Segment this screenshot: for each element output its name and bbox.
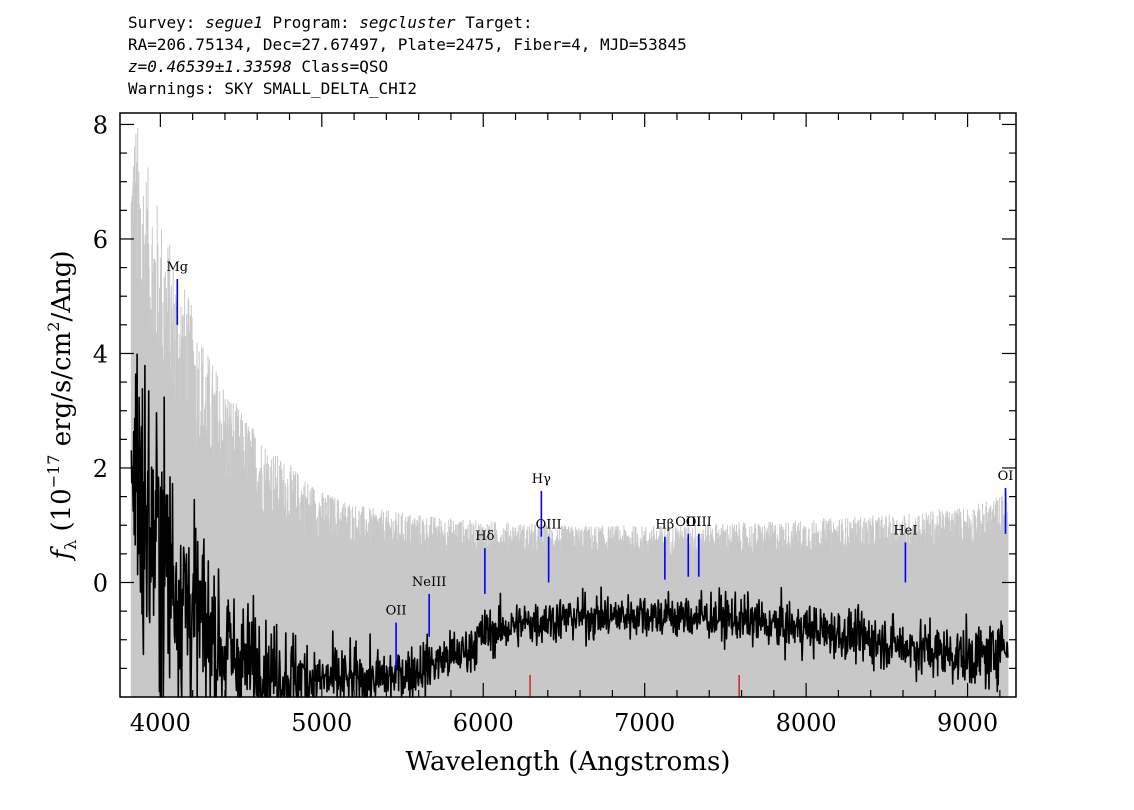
redshift-value: z=0.46539±1.33598 — [128, 57, 292, 76]
x-tick-label: 4000 — [130, 709, 191, 737]
survey-name: segue1 — [205, 13, 263, 32]
y-axis-label: fλ (10−17 erg/s/cm2/Ang) — [44, 250, 80, 561]
line-label-0: Mg — [166, 260, 188, 275]
spectrum-header: Survey: segue1 Program: segcluster Targe… — [128, 12, 687, 100]
x-tick-label: 5000 — [291, 709, 352, 737]
header-line-survey: Survey: segue1 Program: segcluster Targe… — [128, 13, 533, 32]
axis-ticks: 4000 5000 6000 7000 8000 9000 0 2 4 6 8 — [93, 111, 1016, 737]
y-tick-label: 2 — [93, 455, 108, 483]
line-label-3: Hδ — [475, 529, 494, 544]
x-tick-label: 7000 — [614, 709, 675, 737]
program-name: segcluster — [359, 13, 456, 32]
y-tick-label: 0 — [93, 569, 108, 597]
mask-markers — [529, 675, 740, 697]
line-label-7: OIII — [675, 515, 701, 530]
line-label-4: Hγ — [532, 472, 551, 487]
line-label-5: OIII — [536, 518, 562, 533]
x-tick-label: 6000 — [453, 709, 514, 737]
line-label-1: OII — [386, 604, 407, 619]
x-tick-label: 9000 — [937, 709, 998, 737]
y-tick-label: 8 — [93, 111, 108, 139]
line-label-8: OIII — [686, 515, 712, 530]
line-label-10: OI — [998, 469, 1014, 484]
line-label-9: HeI — [893, 523, 917, 538]
line-label-6: Hβ — [655, 518, 674, 533]
header-line-warnings: Warnings: SKY SMALL_DELTA_CHI2 — [128, 79, 417, 98]
plot-frame — [119, 112, 1017, 698]
class-value: Class=QSO — [301, 57, 389, 76]
x-axis-label: Wavelength (Angstroms) — [406, 747, 731, 777]
y-tick-label: 4 — [93, 340, 108, 368]
line-label-2: NeIII — [412, 575, 446, 590]
x-tick-label: 8000 — [776, 709, 837, 737]
y-tick-label: 6 — [93, 226, 108, 254]
header-line-coordinates: RA=206.75134, Dec=27.67497, Plate=2475, … — [128, 35, 687, 54]
header-line-redshift: z=0.46539±1.33598 Class=QSO — [128, 56, 687, 78]
